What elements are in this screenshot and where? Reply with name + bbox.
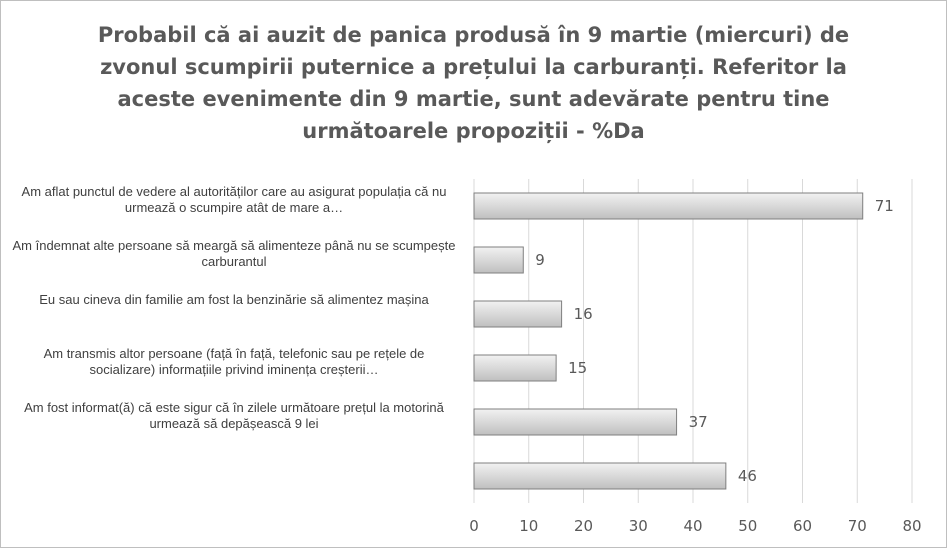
- category-label: Am fost informat(ă) că este sigur că în …: [24, 400, 444, 431]
- gridlines: [473, 179, 913, 503]
- x-tick-label: 30: [629, 517, 648, 535]
- category-label: Am aflat punctul de vedere al autorități…: [21, 184, 447, 215]
- x-tick-label: 10: [519, 517, 538, 535]
- x-tick-label: 80: [902, 517, 921, 535]
- x-tick-label: 40: [683, 517, 702, 535]
- x-tick-label: 70: [848, 517, 867, 535]
- x-axis-ticks: 0 10 20 30 40 50 60 70 80: [469, 517, 921, 535]
- category-label: Eu sau cineva din familie am fost la ben…: [39, 292, 429, 307]
- data-labels: 71 9 16 15 37 46: [535, 197, 894, 485]
- bar: [473, 462, 727, 490]
- x-tick-label: 20: [574, 517, 593, 535]
- data-label: 46: [738, 467, 757, 485]
- chart-title: Probabil că ai auzit de panica produsă î…: [97, 23, 850, 143]
- bar: [473, 246, 524, 274]
- bar: [473, 300, 563, 328]
- data-label: 37: [689, 413, 708, 431]
- x-tick-label: 0: [469, 517, 479, 535]
- data-label: 71: [875, 197, 894, 215]
- x-tick-label: 60: [793, 517, 812, 535]
- x-tick-label: 50: [738, 517, 757, 535]
- category-label: Am transmis altor persoane (față în față…: [43, 346, 425, 377]
- category-label: Am îndemnat alte persoane să meargă să a…: [12, 238, 456, 269]
- data-label: 16: [574, 305, 593, 323]
- bar: [473, 192, 864, 220]
- bars: [473, 192, 864, 490]
- bar: [473, 354, 557, 382]
- bar: [473, 408, 678, 436]
- data-label: 9: [535, 251, 545, 269]
- data-label: 15: [568, 359, 587, 377]
